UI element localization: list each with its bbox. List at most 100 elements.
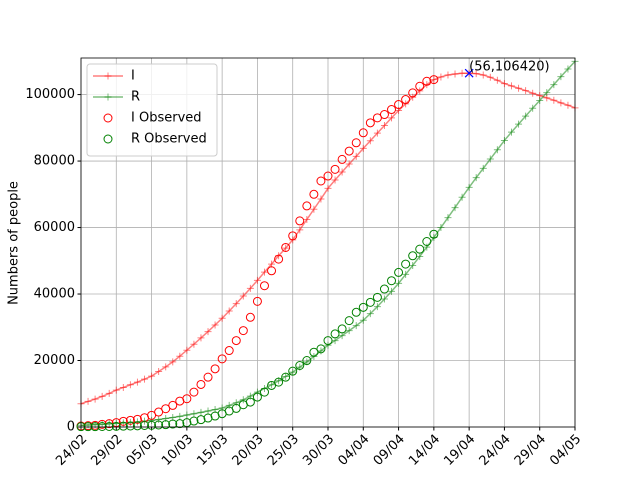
data-point (97, 422, 107, 432)
data-point (408, 251, 418, 261)
data-point (175, 419, 185, 429)
data-point (267, 266, 277, 276)
legend-label: R (131, 90, 140, 105)
data-point (239, 292, 247, 300)
data-point (522, 87, 530, 95)
data-point (231, 403, 241, 413)
data-point (365, 118, 375, 128)
data-point (486, 155, 494, 163)
data-point (274, 254, 284, 264)
data-point (373, 129, 381, 137)
data-point (161, 420, 171, 430)
data-point (183, 346, 191, 354)
legend-marker (103, 113, 113, 123)
data-point (190, 410, 198, 418)
x-tick-label: 09/04 (371, 432, 408, 469)
data-point (380, 295, 388, 303)
annotation-marker (464, 68, 474, 78)
data-point (330, 164, 340, 174)
data-point (479, 71, 487, 79)
data-point (493, 146, 501, 154)
data-point (500, 136, 508, 144)
data-point (245, 397, 255, 407)
data-point (402, 270, 410, 278)
data-point (196, 379, 206, 389)
x-tick-label: 24/04 (477, 432, 514, 469)
data-point (245, 312, 255, 322)
data-point (281, 242, 291, 252)
data-point (183, 411, 191, 419)
data-point (133, 378, 141, 386)
x-tick-label: 04/05 (547, 432, 584, 469)
data-point (379, 110, 389, 120)
data-point (388, 114, 396, 122)
x-tick-label: 19/04 (441, 432, 478, 469)
data-point (282, 372, 290, 380)
data-point (218, 314, 226, 322)
data-point (437, 224, 445, 232)
data-point (359, 144, 367, 152)
data-point (337, 324, 347, 334)
data-point (422, 237, 432, 247)
data-point (415, 244, 425, 254)
data-point (394, 267, 404, 277)
data-point (196, 415, 206, 425)
data-point (344, 316, 354, 326)
data-point (252, 392, 262, 402)
legend-marker (103, 134, 113, 144)
data-point (387, 105, 397, 115)
data-point (557, 99, 565, 107)
data-point (225, 401, 233, 409)
data-point (197, 334, 205, 342)
data-point (295, 361, 305, 370)
data-point (168, 400, 178, 410)
data-point (380, 121, 388, 129)
data-point (147, 420, 157, 430)
data-point (458, 69, 466, 77)
data-point (458, 193, 466, 201)
data-point (324, 341, 332, 349)
data-point (486, 73, 494, 81)
plot-frame (80, 57, 576, 428)
x-tick-label: 04/04 (335, 432, 372, 469)
data-point (91, 395, 99, 403)
data-point (465, 183, 473, 191)
legend-marker (104, 93, 112, 101)
legend-label: I Observed (131, 111, 202, 126)
data-point (387, 276, 397, 286)
data-point (395, 279, 403, 287)
data-point (338, 168, 346, 176)
data-point (211, 321, 219, 329)
data-point (289, 368, 297, 376)
x-tick-label: 24/02 (53, 432, 90, 469)
data-point (267, 380, 277, 390)
y-tick-label: 40000 (34, 287, 75, 302)
data-point (176, 352, 184, 360)
y-tick-label: 80000 (34, 154, 75, 169)
data-point (451, 204, 459, 212)
data-point (98, 392, 106, 400)
data-point (372, 292, 382, 302)
data-point (358, 128, 368, 138)
data-point (379, 284, 389, 294)
data-point (373, 303, 381, 311)
x-tick-label: 20/03 (230, 432, 267, 469)
data-point (401, 259, 411, 269)
data-point (302, 201, 312, 211)
data-point (316, 344, 326, 354)
data-point (118, 421, 128, 431)
data-point (415, 81, 425, 91)
data-point (309, 347, 319, 357)
x-tick-label: 05/03 (124, 432, 161, 469)
data-point (282, 244, 290, 252)
data-point (451, 70, 459, 78)
data-point (203, 372, 213, 382)
data-point (366, 137, 374, 145)
data-point (189, 387, 199, 397)
data-point (125, 421, 135, 431)
data-point (176, 412, 184, 420)
data-point (132, 414, 142, 424)
data-point (147, 410, 157, 420)
data-point (550, 96, 558, 104)
data-point (423, 243, 431, 251)
